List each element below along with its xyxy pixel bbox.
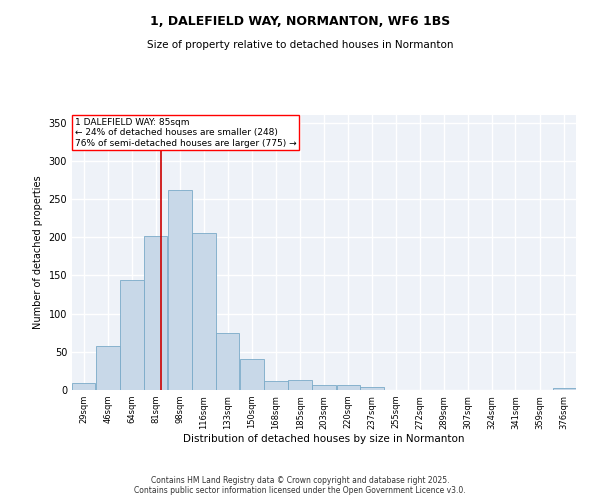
Bar xyxy=(168,190,191,390)
Text: Contains HM Land Registry data © Crown copyright and database right 2025.
Contai: Contains HM Land Registry data © Crown c… xyxy=(134,476,466,495)
Bar xyxy=(96,346,119,390)
Bar xyxy=(264,381,288,390)
Bar xyxy=(360,387,384,390)
X-axis label: Distribution of detached houses by size in Normanton: Distribution of detached houses by size … xyxy=(183,434,465,444)
Bar xyxy=(144,236,167,390)
Bar xyxy=(216,332,239,390)
Bar xyxy=(120,280,144,390)
Bar xyxy=(288,380,312,390)
Bar xyxy=(72,383,95,390)
Text: Size of property relative to detached houses in Normanton: Size of property relative to detached ho… xyxy=(147,40,453,50)
Bar xyxy=(553,388,576,390)
Bar xyxy=(337,384,360,390)
Y-axis label: Number of detached properties: Number of detached properties xyxy=(33,176,43,330)
Text: 1, DALEFIELD WAY, NORMANTON, WF6 1BS: 1, DALEFIELD WAY, NORMANTON, WF6 1BS xyxy=(150,15,450,28)
Text: 1 DALEFIELD WAY: 85sqm
← 24% of detached houses are smaller (248)
76% of semi-de: 1 DALEFIELD WAY: 85sqm ← 24% of detached… xyxy=(74,118,296,148)
Bar xyxy=(192,234,216,390)
Bar xyxy=(313,386,336,390)
Bar xyxy=(240,360,263,390)
